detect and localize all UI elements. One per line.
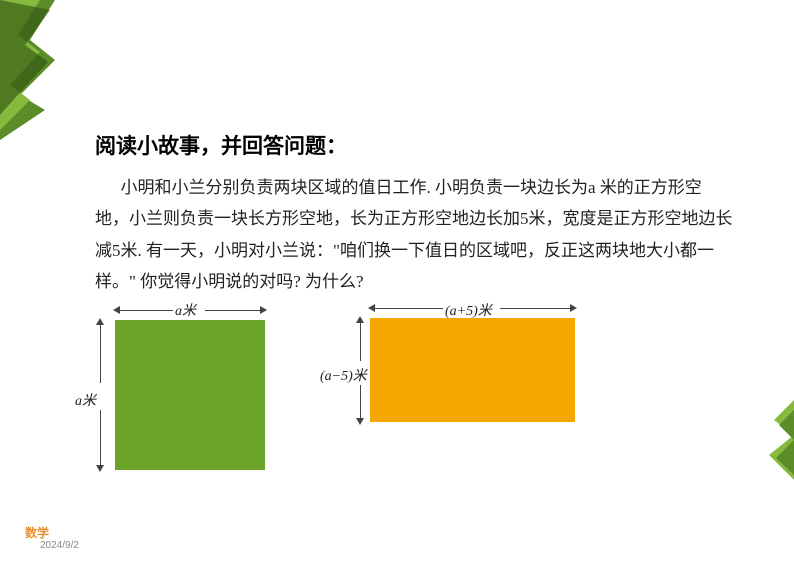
rectangle-diagram: (a+5)米 (a−5)米 xyxy=(320,300,580,423)
leaf-decoration-top-left xyxy=(0,0,70,140)
leaf-decoration-right xyxy=(764,400,794,480)
square-height-label: a米 xyxy=(75,390,96,410)
content-block: 阅读小故事，并回答问题： 小明和小兰分别负责两块区域的值日工作. 小明负责一块边… xyxy=(95,130,735,298)
rectangle-shape xyxy=(370,318,575,422)
date-label: 2024/9/2 xyxy=(40,540,79,551)
rect-width-label: (a+5)米 xyxy=(445,300,492,320)
square-width-label: a米 xyxy=(175,300,196,320)
subject-label: 数学 xyxy=(25,524,49,541)
story-paragraph: 小明和小兰分别负责两块区域的值日工作. 小明负责一块边长为a 米的正方形空地，小… xyxy=(95,172,735,298)
square-shape xyxy=(115,320,265,470)
rect-height-label: (a−5)米 xyxy=(320,365,367,385)
page-title: 阅读小故事，并回答问题： xyxy=(95,130,735,160)
diagrams-row: a米 a米 (a+5)米 (a−5)米 xyxy=(75,300,675,473)
square-diagram: a米 a米 xyxy=(75,300,270,473)
